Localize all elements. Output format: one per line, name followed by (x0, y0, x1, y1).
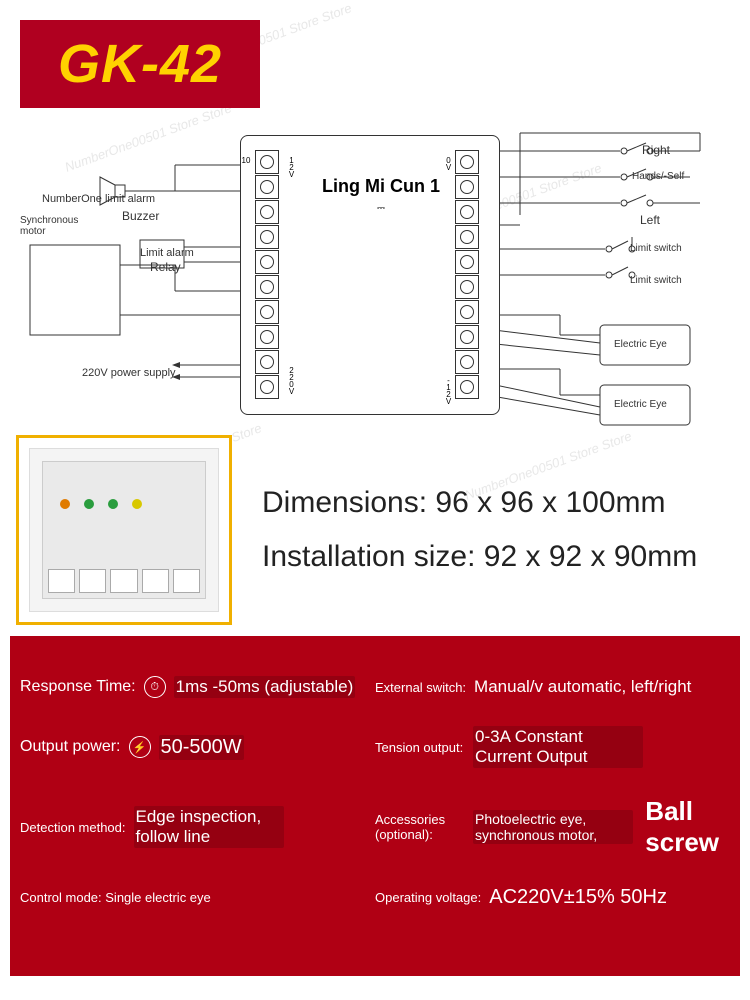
controller-box: 10 Ling Mi Cun 1 ⎓ 12V 220V 0V -12V (240, 135, 500, 415)
label-eye1: Electric Eye (614, 339, 667, 350)
terminal-strip-right (455, 150, 485, 400)
pinlabel: 220V (287, 366, 296, 394)
spec-val: 50-500W (159, 735, 244, 760)
label-ls2: Limit switch (630, 275, 682, 286)
pinlabel: 12V (287, 156, 296, 177)
spec-label: Detection method: (20, 820, 126, 835)
spec-label: Accessories (optional): (375, 812, 465, 842)
install-size-text: Installation size: 92 x 92 x 90mm (262, 540, 697, 574)
label-left: Left (640, 213, 660, 227)
device-center-label: Ling Mi Cun 1 ⎓ (321, 176, 441, 214)
pinlabel: 0V (444, 156, 453, 170)
dimensions-row: Dimensions: 96 x 96 x 100mm Installation… (16, 430, 736, 630)
label-hands: Hands/-Self (632, 171, 684, 182)
spec-val: Edge inspection, follow line (134, 806, 284, 848)
device-model: Ling Mi Cun 1 (321, 176, 441, 197)
device-sym: ⎓ (321, 203, 441, 214)
label-power: 220V power supply (82, 367, 176, 379)
spec-val: AC220V±15% 50Hz (489, 886, 667, 909)
product-photo (16, 435, 232, 625)
pinlabel: -12V (444, 376, 453, 404)
label-right: Right (642, 143, 670, 157)
label-limit-alarm: NumberOne limit alarm (42, 193, 155, 205)
terminal-strip-left (255, 150, 285, 400)
dimensions-text: Dimensions: 96 x 96 x 100mm (262, 486, 697, 520)
spec-label: Tension output: (375, 740, 465, 755)
spec-extra: Ball screw (645, 796, 730, 858)
spec-val: 1ms -50ms (adjustable) (174, 676, 356, 698)
spec-val: Manual/v automatic, left/right (474, 677, 691, 697)
model-badge-text: GK-42 (58, 33, 222, 95)
label-relay: Relay (150, 260, 181, 274)
clock-icon: ⏱ (144, 676, 166, 698)
label-eye2: Electric Eye (614, 399, 667, 410)
wiring-diagram: 10 Ling Mi Cun 1 ⎓ 12V 220V 0V -12V Numb… (0, 115, 750, 435)
label-ls1: Limit switch (630, 243, 682, 254)
spec-label: Control mode: Single electric eye (20, 890, 211, 905)
spec-label: Output power: (20, 738, 121, 756)
spec-label: External switch: (375, 680, 466, 695)
label-buzzer: Buzzer (122, 209, 159, 223)
spec-panel: Response Time: ⏱ 1ms -50ms (adjustable) … (10, 636, 740, 976)
label-sync-motor: Synchronous motor (20, 215, 78, 237)
spec-val: Photoelectric eye, synchronous motor, (473, 810, 633, 844)
spec-label: Response Time: (20, 678, 136, 696)
label-limit-alarm2: Limit alarm (140, 247, 194, 259)
power-icon: ⚡ (129, 736, 151, 758)
model-badge: GK-42 (20, 20, 260, 108)
spec-val: 0-3A Constant Current Output (473, 726, 643, 768)
spec-label: Operating voltage: (375, 890, 481, 905)
